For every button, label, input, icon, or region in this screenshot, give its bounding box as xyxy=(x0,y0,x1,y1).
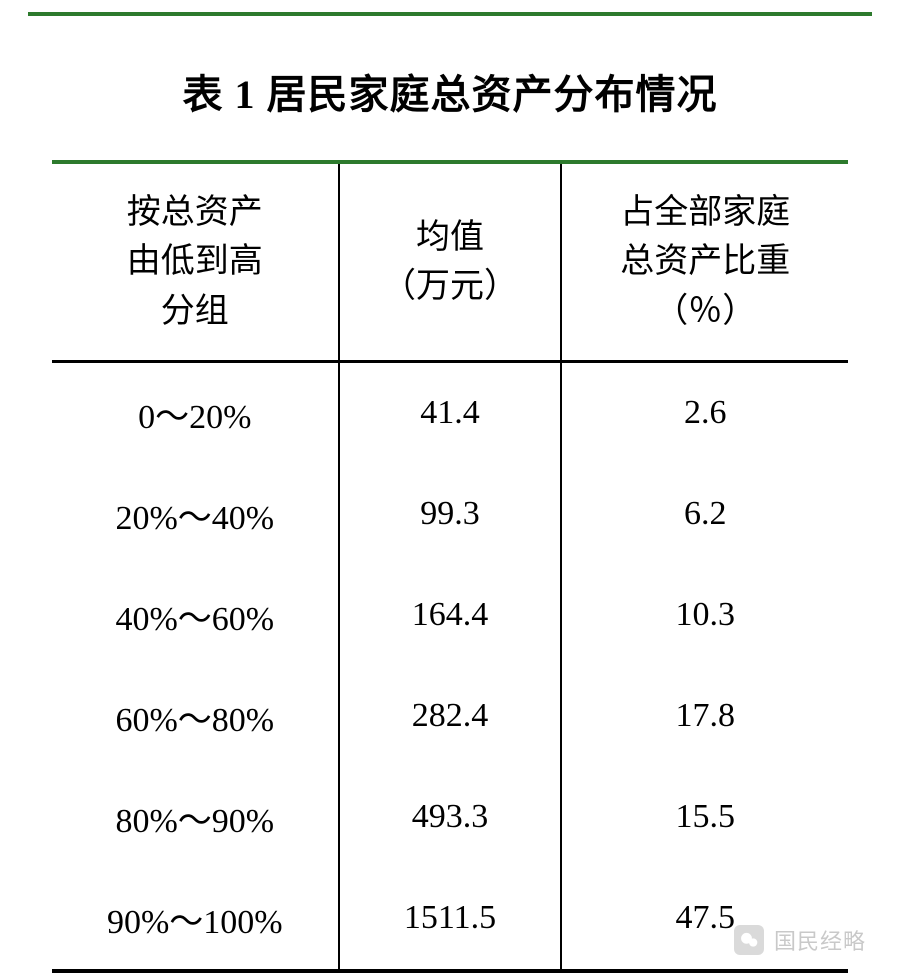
table-row: 20%～40% 99.3 6.2 xyxy=(52,464,848,565)
cell: 493.3 xyxy=(339,767,562,868)
col-header-text: 按总资产由低到高分组 xyxy=(127,194,263,330)
table-row: 80%～90% 493.3 15.5 xyxy=(52,767,848,868)
cell: 15.5 xyxy=(561,767,848,868)
table-row: 40%～60% 164.4 10.3 xyxy=(52,565,848,666)
cell: 10.3 xyxy=(561,565,848,666)
cell: 40%～60% xyxy=(52,565,339,666)
col-header-text: 均值（万元） xyxy=(382,219,518,305)
cell: 164.4 xyxy=(339,565,562,666)
cell: 2.6 xyxy=(561,361,848,464)
cell: 1511.5 xyxy=(339,868,562,971)
col-header: 按总资产由低到高分组 xyxy=(52,162,339,361)
cell: 17.8 xyxy=(561,666,848,767)
cell: 20%～40% xyxy=(52,464,339,565)
cell: 6.2 xyxy=(561,464,848,565)
cell: 99.3 xyxy=(339,464,562,565)
table-row: 0～20% 41.4 2.6 xyxy=(52,361,848,464)
table-row: 60%～80% 282.4 17.8 xyxy=(52,666,848,767)
table-body: 0～20% 41.4 2.6 20%～40% 99.3 6.2 40%～60% … xyxy=(52,361,848,971)
cell: 282.4 xyxy=(339,666,562,767)
col-header: 占全部家庭总资产比重（％） xyxy=(561,162,848,361)
cell: 60%～80% xyxy=(52,666,339,767)
table: 按总资产由低到高分组 均值（万元） 占全部家庭总资产比重（％） 0～20% 41… xyxy=(52,160,848,973)
cell: 41.4 xyxy=(339,361,562,464)
table-row: 90%～100% 1511.5 47.5 xyxy=(52,868,848,971)
cell: 80%～90% xyxy=(52,767,339,868)
col-header-text: 占全部家庭总资产比重（％） xyxy=(620,194,790,330)
watermark: 国民经略 xyxy=(734,924,866,956)
watermark-text: 国民经略 xyxy=(774,924,866,956)
page-top-rule xyxy=(28,12,872,16)
cell: 90%～100% xyxy=(52,868,339,971)
table-title: 表 1 居民家庭总资产分布情况 xyxy=(0,62,900,120)
col-header: 均值（万元） xyxy=(339,162,562,361)
wechat-icon xyxy=(734,925,764,955)
cell: 0～20% xyxy=(52,361,339,464)
